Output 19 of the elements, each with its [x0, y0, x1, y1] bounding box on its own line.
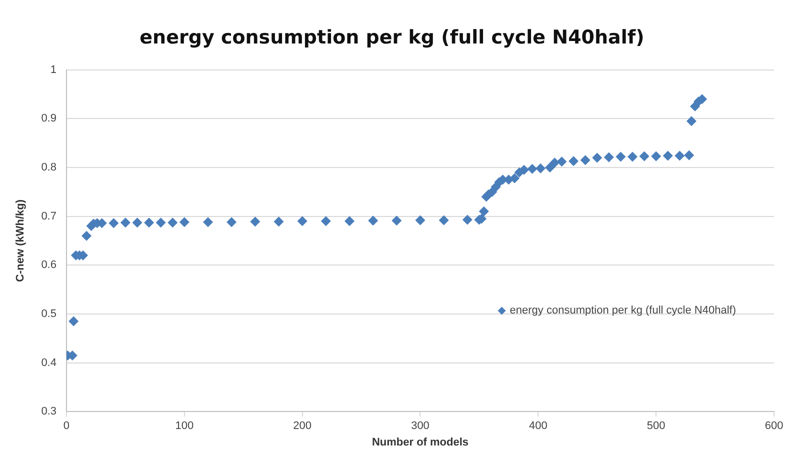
y-tick-label: 0.8	[41, 161, 56, 174]
x-tick-label: 100	[175, 420, 194, 432]
x-axis-title: Number of models	[372, 436, 469, 448]
legend-label: energy consumption per kg (full cycle N40half)	[510, 304, 736, 317]
y-tick-label: 0.4	[41, 356, 56, 369]
y-tick-label: 0.5	[41, 308, 56, 320]
x-tick-label: 200	[293, 420, 312, 432]
x-tick-label: 0	[63, 420, 70, 432]
y-tick-label: 0.3	[41, 406, 56, 418]
y-tick-label: 0.9	[41, 112, 56, 125]
y-tick-label: 0.6	[41, 259, 56, 272]
y-axis-title: C-new (kWh/kg)	[14, 199, 27, 282]
y-tick-label: 1	[50, 64, 56, 76]
x-tick-label: 600	[764, 420, 784, 432]
y-tick-label: 0.7	[41, 210, 56, 222]
x-tick-label: 500	[646, 420, 666, 432]
chart-title: energy consumption per kg (full cycle N40half)	[140, 26, 644, 48]
x-tick-label: 300	[411, 420, 430, 432]
x-tick-label: 400	[528, 420, 548, 432]
